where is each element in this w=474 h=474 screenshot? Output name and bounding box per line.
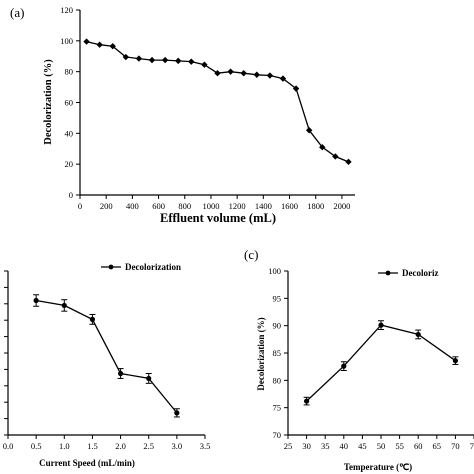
y-tick-label: 20 [65, 159, 74, 169]
x-tick-label: 35 [321, 441, 330, 451]
legend-marker [385, 270, 391, 276]
legend-label: Decolorization [125, 262, 181, 272]
x-tick-label: 400 [126, 201, 139, 211]
data-point [345, 158, 352, 166]
data-point [109, 43, 116, 50]
chart-a: 0 200 400 600 800 1000 1200 1400 1600 1800 2000 0 20… [10, 5, 355, 225]
data-point [174, 410, 180, 416]
y-tick-label: 95 [273, 293, 282, 303]
x-axis-title: Effluent volume (mL) [160, 211, 276, 225]
series-line [306, 324, 456, 402]
x-tick-label: 3.0 [172, 441, 183, 451]
x-tick-label: 1600 [281, 201, 298, 211]
data-point [148, 56, 156, 64]
data-point [175, 57, 182, 65]
x-tick-label: 1800 [307, 201, 324, 211]
data-point [332, 153, 339, 160]
data-point [146, 375, 152, 382]
data-point [304, 398, 310, 404]
data-point [33, 297, 39, 304]
y-axis-title: Decolorization (%) [256, 317, 266, 390]
y-tick-label: 90 [273, 321, 282, 331]
y-tick-label: 60 [65, 98, 74, 108]
data-point [240, 70, 247, 77]
y-tick-label: 80 [273, 375, 282, 385]
data-point [341, 363, 347, 369]
data-point [452, 358, 458, 364]
data-point [305, 127, 313, 134]
data-point [201, 61, 208, 68]
data-point [61, 302, 67, 309]
panel-label: (c) [244, 247, 258, 262]
x-tick-label: 1.5 [87, 441, 98, 451]
chart-b: 0.0 0.5 1.0 1.5 2.0 2.5 3.0 3.5 Current Speed (m… [3, 262, 211, 468]
x-tick-label: 75 [470, 441, 474, 451]
data-point [253, 71, 260, 78]
y-tick-label: 0 [69, 190, 73, 200]
y-axis-title: Decolorization (%) [43, 59, 54, 145]
x-tick-label: 50 [377, 441, 386, 451]
x-tick-label: 60 [414, 441, 423, 451]
data-point [117, 370, 124, 377]
x-axis-title: Temperature (℃) [344, 462, 412, 472]
panel-label: (a) [10, 5, 24, 20]
data-point [83, 38, 90, 45]
data-point [135, 55, 143, 62]
data-point [415, 331, 421, 338]
x-tick-label: 0 [78, 201, 82, 211]
x-tick-label: 1000 [202, 201, 219, 211]
x-tick-label: 0.0 [3, 441, 14, 451]
data-point [227, 68, 234, 75]
data-point [188, 58, 195, 65]
data-point [279, 75, 287, 82]
data-point [96, 41, 103, 48]
x-tick-label: 40 [340, 441, 349, 451]
series-line [35, 299, 178, 414]
data-point [214, 70, 221, 77]
x-tick-label: 800 [178, 201, 191, 211]
data-point [161, 56, 169, 64]
y-tick-label: 100 [268, 266, 281, 276]
legend-label: Decoloriz [402, 268, 438, 278]
y-tick-label: 85 [273, 348, 282, 358]
x-tick-label: 2000 [333, 201, 350, 211]
data-point [122, 53, 130, 61]
x-tick-label: 600 [152, 201, 165, 211]
data-point [292, 85, 300, 92]
x-tick-label: 25 [284, 441, 293, 451]
x-tick-label: 65 [433, 441, 442, 451]
y-tick-label: 40 [65, 128, 74, 138]
x-tick-label: 2.5 [143, 441, 154, 451]
data-point [266, 72, 274, 79]
chart-c: 25 30 35 40 45 50 55 60 65 70 75 70 75 80 85 90 95 100 Tem… [244, 247, 474, 472]
y-tick-label: 120 [60, 5, 73, 15]
y-tick-label: 100 [60, 36, 73, 46]
y-tick-label: 80 [65, 67, 74, 77]
x-tick-label: 2.0 [115, 441, 126, 451]
x-tick-label: 3.5 [200, 441, 211, 451]
y-tick-label: 75 [273, 403, 282, 413]
x-tick-label: 30 [302, 441, 311, 451]
y-tick-label: 70 [273, 430, 282, 440]
data-point [319, 144, 326, 151]
x-tick-label: 55 [395, 441, 404, 451]
data-point [378, 322, 384, 328]
legend-marker [108, 264, 114, 270]
x-tick-label: 0.5 [31, 441, 42, 451]
x-tick-label: 1200 [229, 201, 246, 211]
x-tick-label: 1400 [255, 201, 272, 211]
x-tick-label: 45 [358, 441, 367, 451]
x-tick-label: 70 [451, 441, 460, 451]
x-tick-label: 200 [100, 201, 113, 211]
data-point [89, 316, 96, 322]
x-axis-title: Current Speed (mL/min) [39, 458, 135, 468]
x-tick-label: 1.0 [59, 441, 70, 451]
